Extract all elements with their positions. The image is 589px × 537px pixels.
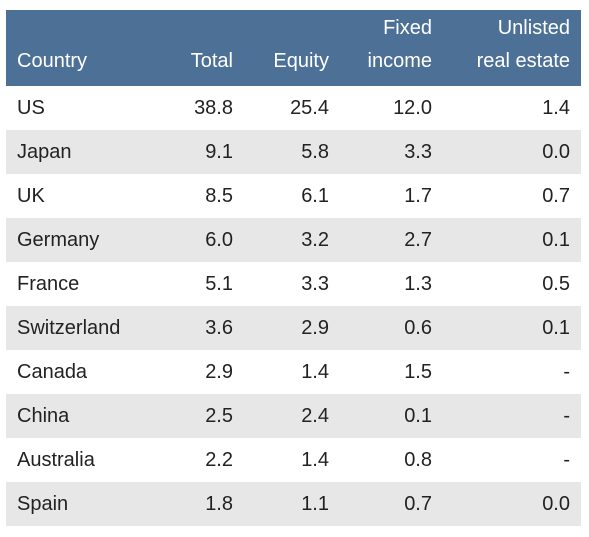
cell-country: Japan <box>6 130 156 174</box>
cell-unlisted-real-estate: 0.1 <box>443 306 581 350</box>
cell-fixed-income: 0.8 <box>404 448 432 471</box>
cell-unlisted-real-estate: 0.5 <box>542 272 570 295</box>
table-row: France 5.1 3.3 1.3 0.5 <box>6 262 581 306</box>
cell-equity: 1.4 <box>301 360 329 383</box>
cell-equity: 2.4 <box>244 394 340 438</box>
header-row: Country Total Equity Fixed income Unliste… <box>6 10 581 86</box>
cell-total: 9.1 <box>156 130 244 174</box>
cell-total: 2.5 <box>156 394 244 438</box>
cell-country: Germany <box>6 218 156 262</box>
header-equity-label: Equity <box>273 50 329 72</box>
cell-total: 5.1 <box>205 272 233 295</box>
cell-equity: 6.1 <box>301 184 329 207</box>
header-total: Total <box>156 10 244 86</box>
cell-total: 8.5 <box>205 184 233 207</box>
cell-equity: 2.9 <box>244 306 340 350</box>
cell-equity: 1.1 <box>244 482 340 526</box>
table-row: Japan 9.1 5.8 3.3 0.0 <box>6 130 581 174</box>
cell-equity: 3.3 <box>301 272 329 295</box>
cell-total: 2.2 <box>205 448 233 471</box>
cell-fixed-income: 1.3 <box>404 272 432 295</box>
cell-total: 38.8 <box>194 96 233 119</box>
cell-fixed-income: 3.3 <box>340 130 443 174</box>
table-body: US 38.8 25.4 12.0 1.4 Japan 9.1 5.8 3.3 0.0 UK 8.5 6… <box>6 86 581 526</box>
header-country-label: Country <box>17 50 88 72</box>
table-row: Switzerland 3.6 2.9 0.6 0.1 <box>6 306 581 350</box>
table-row: Canada 2.9 1.4 1.5 - <box>6 350 581 394</box>
table-header: Country Total Equity Fixed income Unliste… <box>6 10 581 86</box>
cell-fixed-income: 0.1 <box>340 394 443 438</box>
cell-total: 3.6 <box>156 306 244 350</box>
cell-unlisted-real-estate: 0.7 <box>542 184 570 207</box>
cell-fixed-income: 2.7 <box>340 218 443 262</box>
cell-country: UK <box>17 184 45 207</box>
cell-total: 1.8 <box>156 482 244 526</box>
header-unlisted-line2: real estate <box>476 50 570 72</box>
header-fixed-income-line1: Fixed <box>383 17 432 39</box>
cell-country: Australia <box>17 448 95 471</box>
cell-fixed-income: 1.5 <box>404 360 432 383</box>
table-row: China 2.5 2.4 0.1- <box>6 394 581 438</box>
header-equity: Equity <box>244 10 340 86</box>
cell-fixed-income: 1.7 <box>404 184 432 207</box>
cell-equity: 25.4 <box>290 96 329 119</box>
table-row: US 38.8 25.4 12.0 1.4 <box>6 86 581 130</box>
cell-unlisted-real-estate: - <box>443 394 581 438</box>
cell-country: Spain <box>6 482 156 526</box>
cell-country: France <box>17 272 80 295</box>
country-allocation-table: Country Total Equity Fixed income Unliste… <box>6 10 581 526</box>
header-fixed-income-line2: income <box>367 50 432 72</box>
data-table-container: Country Total Equity Fixed income Unliste… <box>6 10 581 526</box>
cell-country: Canada <box>17 360 88 383</box>
cell-unlisted-real-estate: 0.0 <box>443 482 581 526</box>
table-row: UK 8.5 6.1 1.7 0.7 <box>6 174 581 218</box>
cell-equity: 5.8 <box>244 130 340 174</box>
table-row: Germany 6.0 3.2 2.7 0.1 <box>6 218 581 262</box>
cell-unlisted-real-estate: - <box>563 448 570 471</box>
cell-fixed-income: 0.6 <box>340 306 443 350</box>
cell-fixed-income: 0.7 <box>340 482 443 526</box>
cell-unlisted-real-estate: 0.0 <box>443 130 581 174</box>
cell-fixed-income: 12.0 <box>393 96 432 119</box>
table-row: Spain 1.8 1.1 0.7 0.0 <box>6 482 581 526</box>
cell-country: US <box>17 96 45 119</box>
table-row: Australia 2.2 1.4 0.8 - <box>6 438 581 482</box>
cell-unlisted-real-estate: 0.1 <box>443 218 581 262</box>
header-unlisted-real-estate: Unlisted real estate <box>443 10 581 86</box>
cell-country: China <box>6 394 156 438</box>
cell-unlisted-real-estate: 1.4 <box>542 96 570 119</box>
header-fixed-income: Fixed income <box>340 10 443 86</box>
cell-unlisted-real-estate: - <box>563 360 570 383</box>
cell-country: Switzerland <box>6 306 156 350</box>
cell-total: 2.9 <box>205 360 233 383</box>
cell-equity: 3.2 <box>244 218 340 262</box>
header-total-label: Total <box>190 50 233 72</box>
cell-total: 6.0 <box>156 218 244 262</box>
header-unlisted-line1: Unlisted <box>497 17 570 39</box>
cell-equity: 1.4 <box>301 448 329 471</box>
header-country: Country <box>6 10 156 86</box>
